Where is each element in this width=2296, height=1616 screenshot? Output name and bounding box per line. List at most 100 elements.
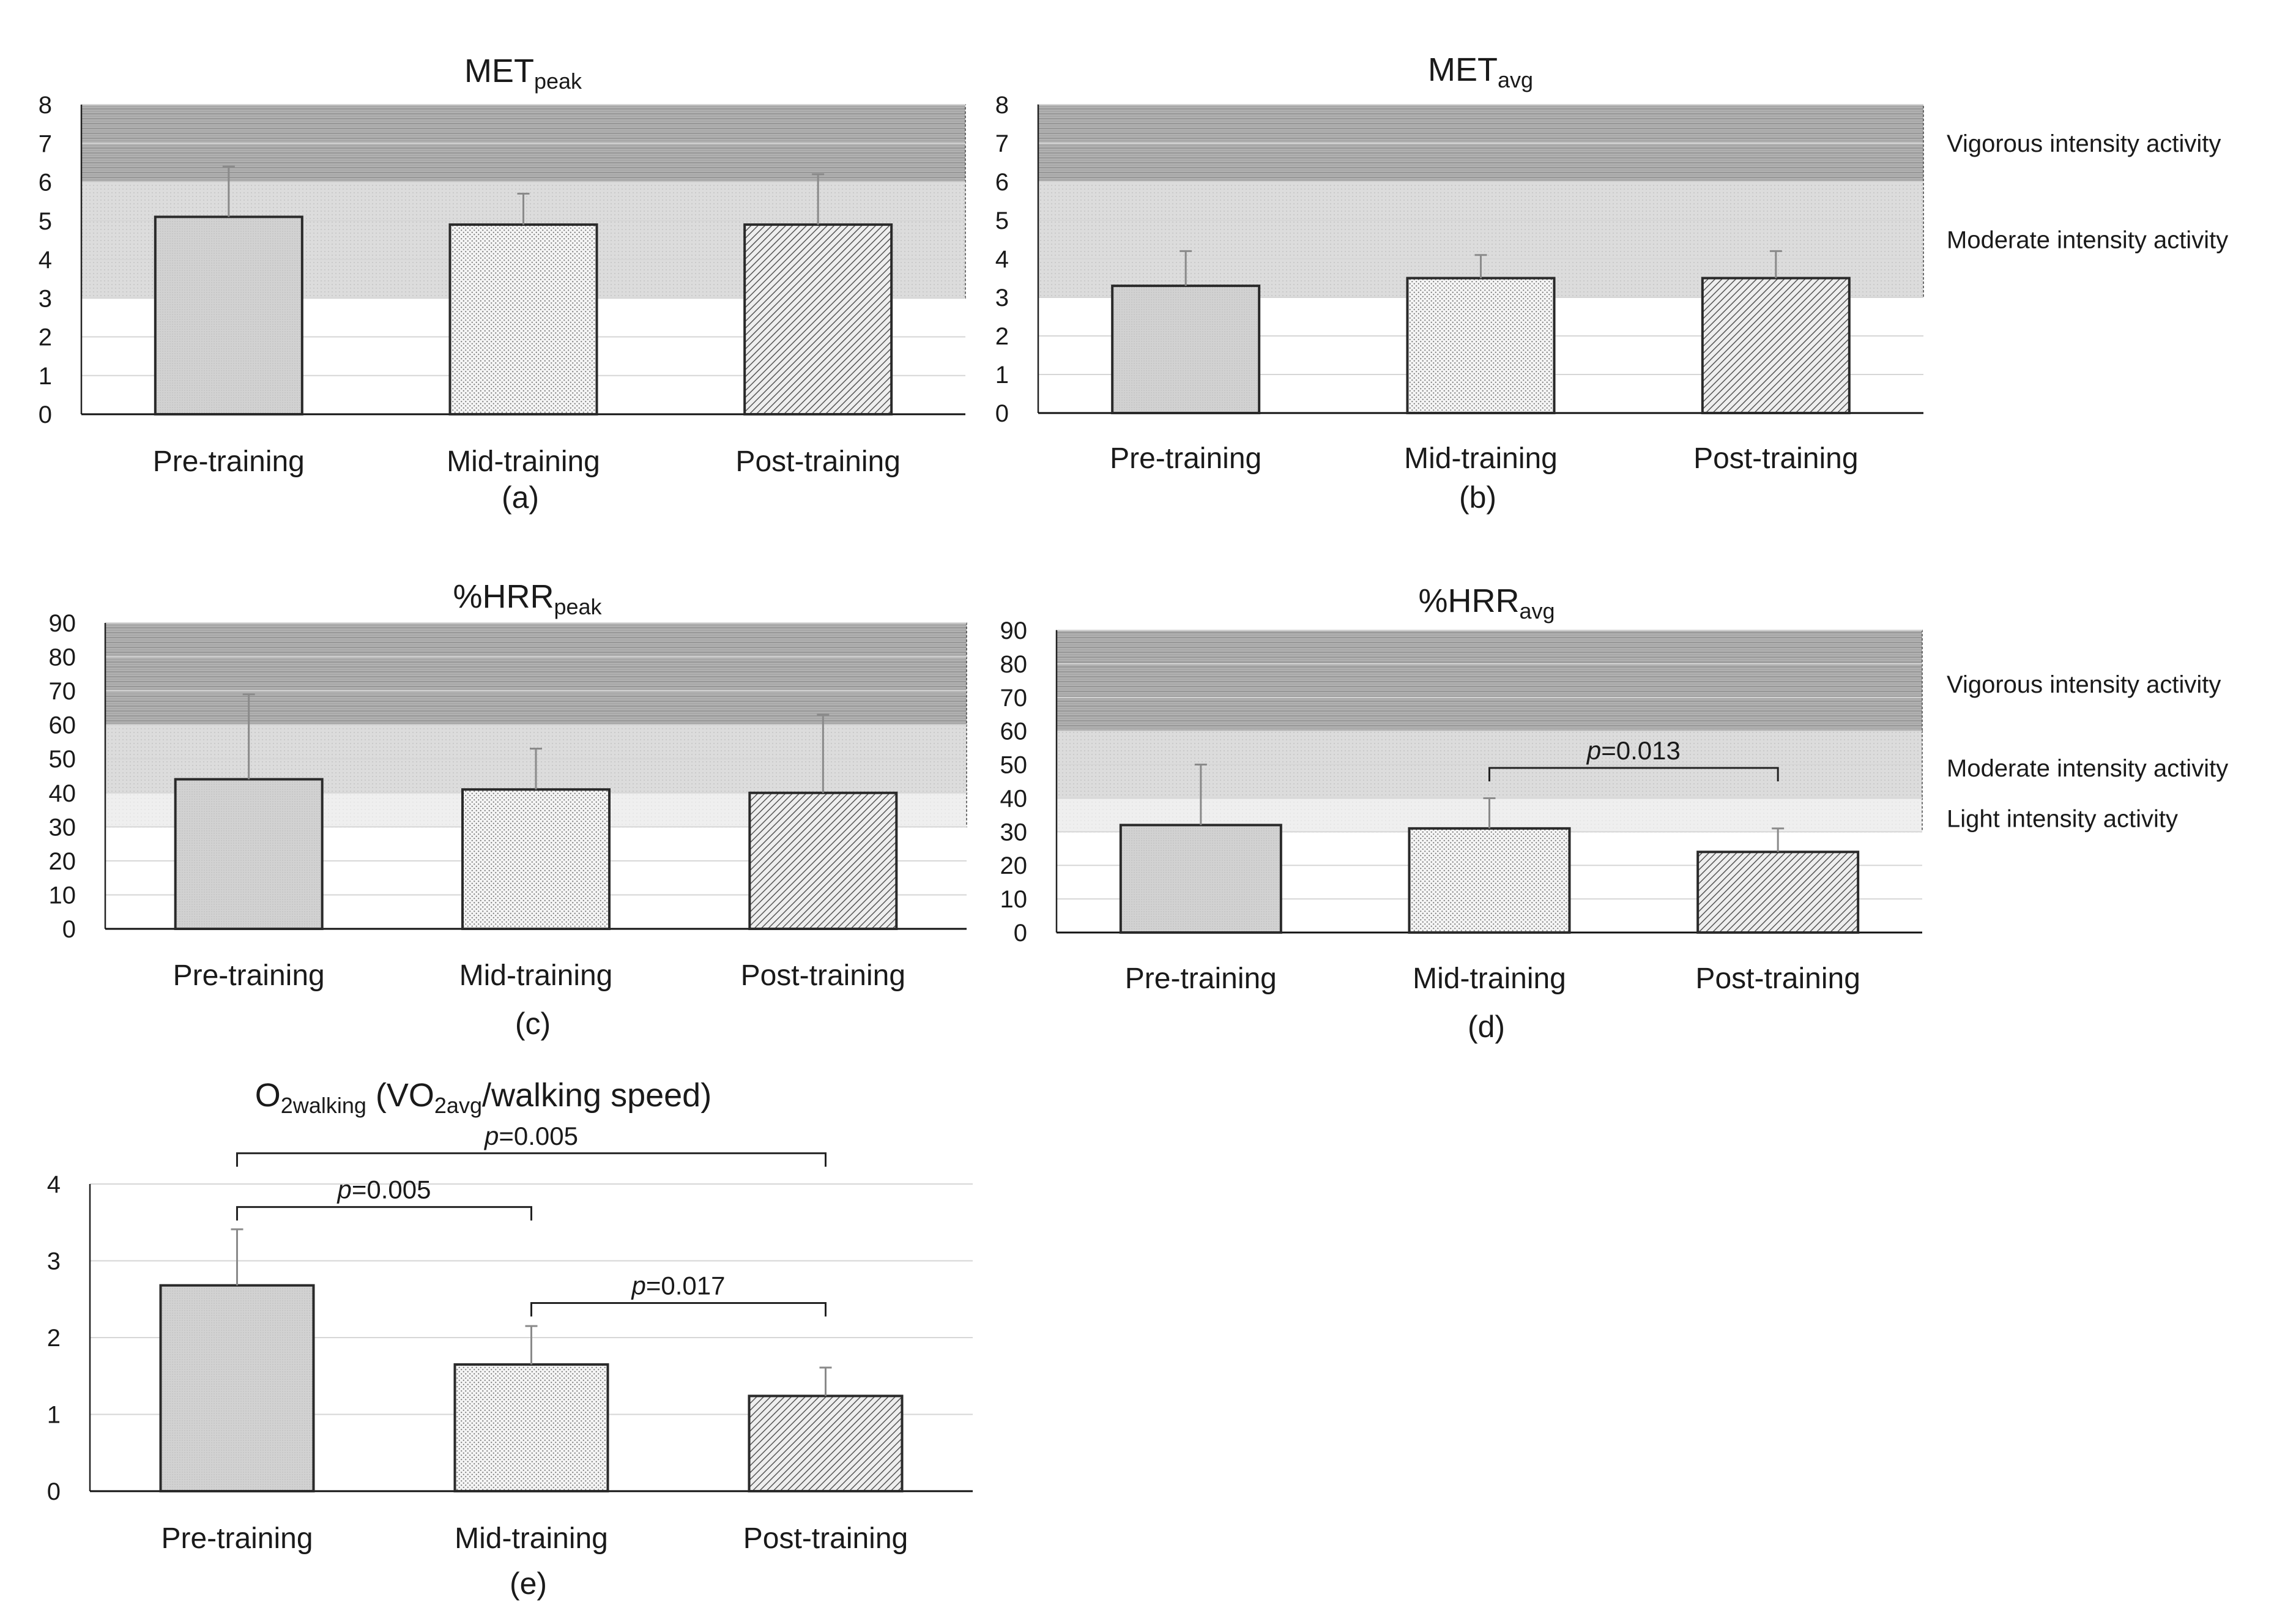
- y-tick-label: 1: [39, 363, 52, 390]
- panel-caption: (c): [515, 1007, 551, 1041]
- bar-1: [154, 215, 303, 415]
- chart-title: METpeak: [464, 53, 582, 94]
- title-text: MET: [464, 53, 534, 89]
- category-label: Mid-training: [1404, 442, 1558, 475]
- title-subscript: avg: [1498, 67, 1533, 92]
- y-tick-label: 5: [39, 208, 52, 235]
- y-tick-label: 20: [1000, 852, 1028, 879]
- chart-title: %HRRavg: [1418, 583, 1555, 624]
- p-value-label: p=0.017: [631, 1272, 726, 1300]
- bar-3: [743, 223, 893, 415]
- p-value-label: p=0.005: [336, 1175, 431, 1204]
- category-label: Mid-training: [459, 959, 613, 992]
- title-subscript: peak: [554, 594, 602, 619]
- chart-title: METavg: [1428, 51, 1533, 92]
- title-text: O: [255, 1077, 281, 1114]
- significance-bracket: [1488, 767, 1779, 782]
- y-tick-label: 10: [1000, 886, 1028, 913]
- category-label: Post-training: [1693, 442, 1858, 475]
- y-tick-label: 2: [47, 1325, 61, 1352]
- y-tick-label: 8: [995, 92, 1009, 119]
- y-tick-label: 60: [1000, 718, 1028, 745]
- y-tick-label: 30: [1000, 819, 1028, 846]
- y-tick-label: 7: [39, 130, 52, 157]
- y-tick-label: 90: [49, 610, 76, 637]
- zone-label: Vigorous intensity activity: [1947, 130, 2221, 157]
- bar-3: [1701, 277, 1851, 414]
- zone-label: Light intensity activity: [1947, 805, 2178, 832]
- y-tick-label: 0: [1014, 920, 1027, 947]
- y-tick-label: 3: [47, 1248, 61, 1275]
- y-tick-label: 6: [995, 169, 1009, 196]
- category-label: Post-training: [1695, 963, 1860, 995]
- title-text: %HRR: [1418, 583, 1519, 619]
- p-symbol: p: [336, 1175, 352, 1204]
- bar-2: [453, 1363, 609, 1493]
- category-label: Pre-training: [153, 445, 305, 478]
- chart-panel-a: 0 1 2 3 4 5 6 7 8 Pre-training Mid-training Post-tr…: [39, 53, 966, 515]
- chart-panel-d: 0 10 20 30 40 50 60 70 80 90 Pre-training Mid-train…: [1000, 583, 2229, 1044]
- chart-title: O2walking (VO2avg/walking speed): [255, 1077, 711, 1118]
- y-tick-label: 1: [47, 1402, 61, 1429]
- category-label: Post-training: [741, 959, 905, 992]
- title-subscript: peak: [534, 69, 582, 94]
- y-tick-label: 8: [39, 92, 52, 119]
- category-label: Pre-training: [173, 959, 325, 992]
- y-tick-label: 40: [1000, 785, 1028, 812]
- panel-caption: (d): [1468, 1010, 1505, 1044]
- bar-1: [1111, 285, 1261, 414]
- y-tick-label: 7: [995, 130, 1009, 157]
- title-text: %HRR: [453, 578, 554, 615]
- category-label: Post-training: [735, 445, 900, 478]
- category-label: Post-training: [743, 1522, 908, 1555]
- chart-title: %HRRpeak: [453, 578, 602, 619]
- y-tick-label: 80: [49, 644, 76, 671]
- y-tick-label: 50: [49, 746, 76, 773]
- y-tick-label: 4: [39, 247, 52, 274]
- title-subscript: avg: [1519, 598, 1555, 624]
- zone-label: Moderate intensity activity: [1947, 227, 2228, 254]
- y-tick-label: 0: [47, 1478, 61, 1505]
- y-tick-label: 1: [995, 362, 1009, 389]
- title-text: MET: [1428, 51, 1498, 88]
- p-value: =0.017: [646, 1272, 726, 1300]
- y-tick-label: 2: [39, 324, 52, 351]
- p-value: =0.005: [352, 1175, 431, 1204]
- y-tick-label: 0: [39, 401, 52, 428]
- y-tick-label: 70: [1000, 685, 1028, 712]
- bar-2: [448, 223, 598, 415]
- title-subscript: 2walking: [281, 1093, 366, 1118]
- significance-bracket: [236, 1152, 827, 1167]
- panel-caption: (b): [1459, 480, 1496, 515]
- bar-3: [1696, 851, 1860, 934]
- y-tick-label: 3: [995, 285, 1009, 311]
- y-tick-label: 60: [49, 712, 76, 739]
- category-label: Mid-training: [1413, 963, 1566, 995]
- zone-vigorous: [1056, 630, 1923, 732]
- y-tick-label: 0: [62, 916, 76, 943]
- y-tick-label: 20: [49, 848, 76, 875]
- bar-1: [159, 1284, 315, 1492]
- significance-bracket: [530, 1302, 827, 1317]
- zone-label: Moderate intensity activity: [1947, 755, 2228, 782]
- bar-1: [1119, 824, 1282, 934]
- y-tick-label: 5: [995, 207, 1009, 234]
- bar-2: [1406, 277, 1556, 414]
- panel-caption: (a): [502, 480, 539, 515]
- category-label: Mid-training: [455, 1522, 608, 1555]
- y-tick-label: 90: [1000, 617, 1028, 644]
- y-tick-label: 70: [49, 678, 76, 705]
- title-text: (VO: [366, 1077, 434, 1114]
- chart-panel-c: 0 10 20 30 40 50 60 70 80 90 Pre-training Mid-train…: [49, 578, 967, 1041]
- p-value-label: p=0.005: [483, 1122, 578, 1150]
- y-tick-label: 4: [995, 246, 1009, 273]
- p-value-label: p=0.013: [1586, 736, 1681, 765]
- category-label: Pre-training: [161, 1522, 313, 1555]
- p-symbol: p: [631, 1272, 646, 1300]
- category-label: Mid-training: [447, 445, 600, 478]
- y-tick-label: 2: [995, 323, 1009, 350]
- y-tick-label: 50: [1000, 752, 1028, 779]
- bar-1: [174, 778, 324, 930]
- y-tick-label: 3: [39, 285, 52, 312]
